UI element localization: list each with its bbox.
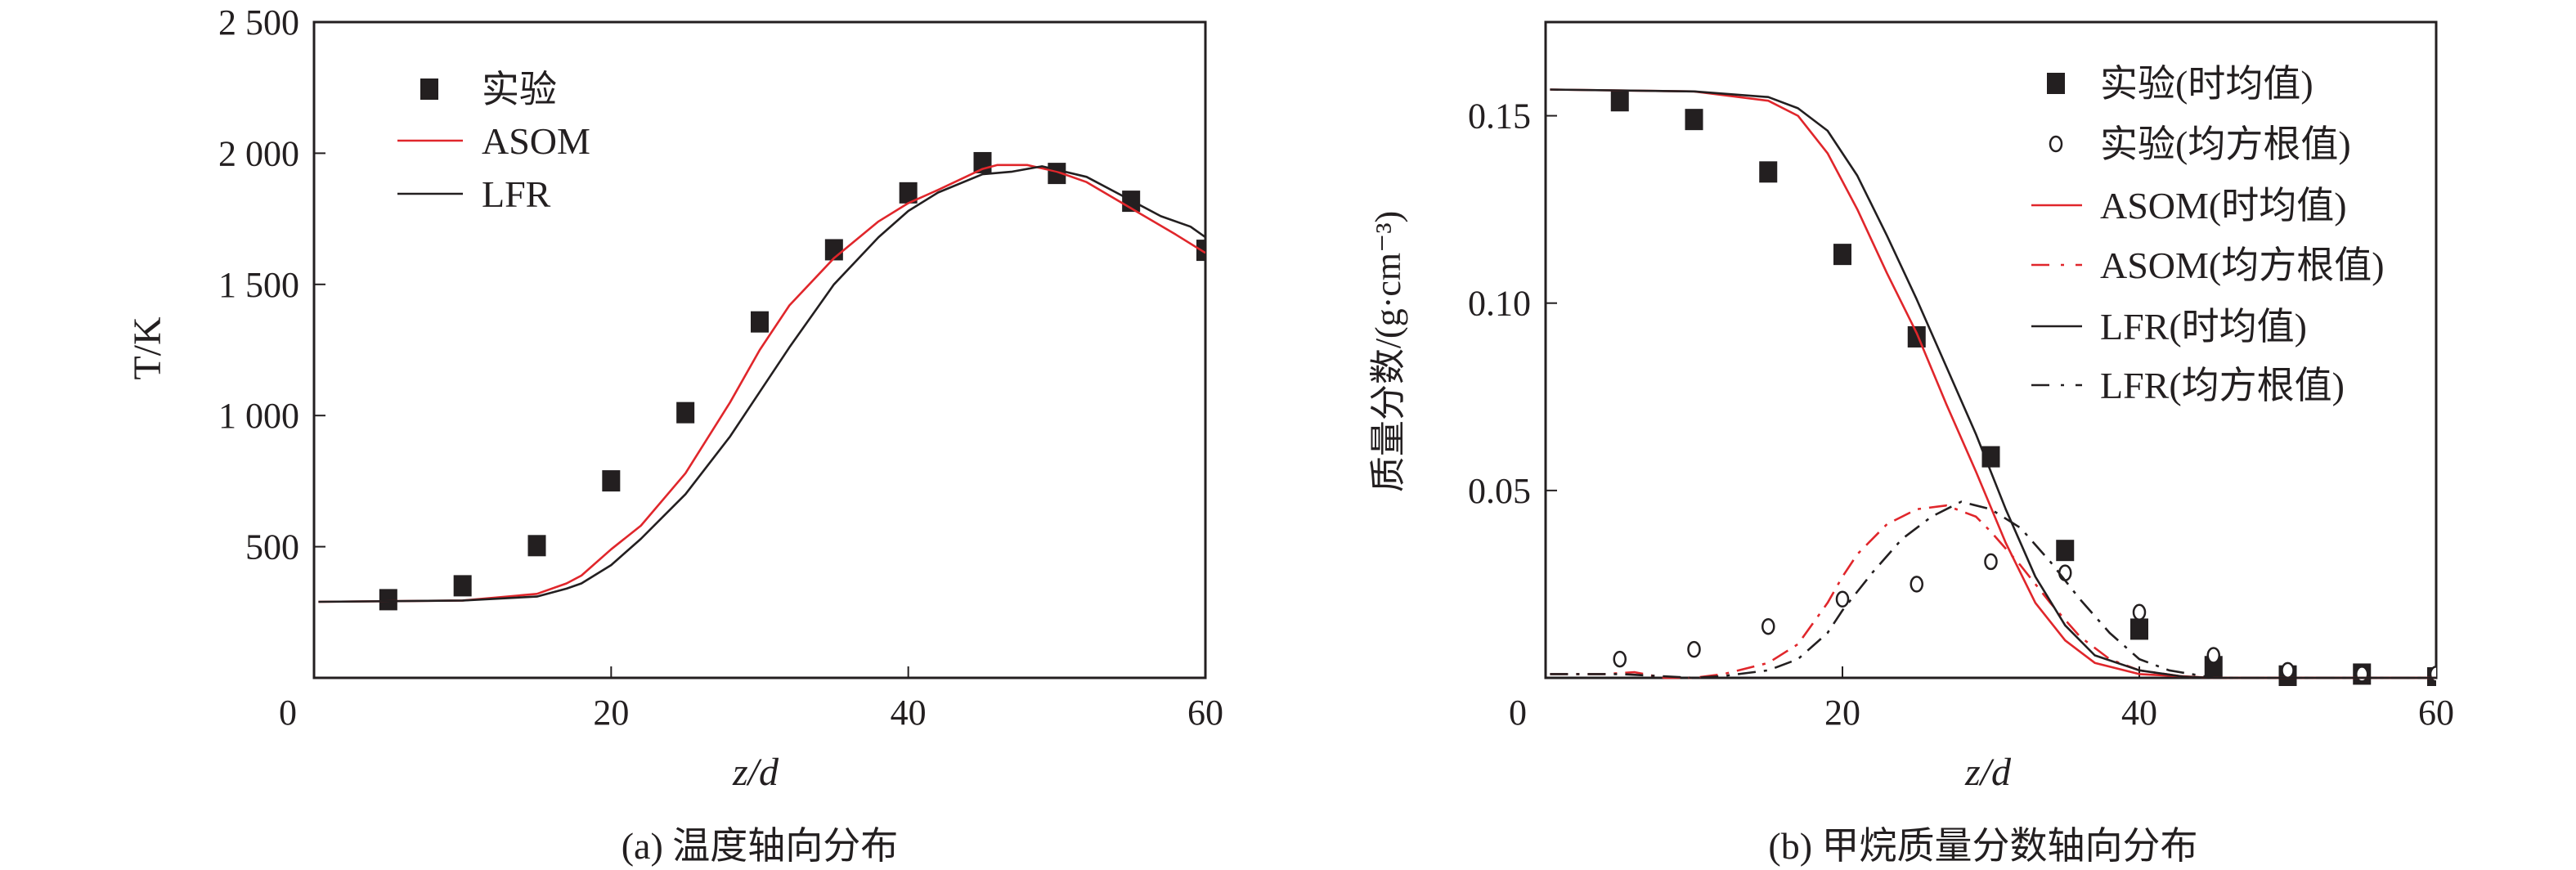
plot-frame bbox=[312, 20, 1207, 679]
data-point bbox=[2355, 666, 2369, 683]
legend-item: ASOM bbox=[397, 120, 590, 162]
legend-item: LFR(均方根值) bbox=[2031, 365, 2345, 406]
series-2 bbox=[1550, 88, 2436, 679]
data-point bbox=[1910, 576, 1923, 593]
series-4 bbox=[1550, 88, 2436, 679]
data-point bbox=[2130, 618, 2148, 640]
legend-marker bbox=[2049, 135, 2063, 153]
legend-label: 实验(均方根值) bbox=[2100, 123, 2351, 165]
y-tick-label: 1 500 bbox=[218, 265, 299, 305]
data-point bbox=[751, 311, 769, 333]
legend-label: LFR(均方根值) bbox=[2100, 365, 2345, 406]
x-tick-label: 60 bbox=[2418, 693, 2454, 733]
y-axis-label: T/K bbox=[126, 316, 169, 380]
chart-caption: (b) 甲烷质量分数轴向分布 bbox=[1768, 825, 2197, 867]
series-line bbox=[1550, 504, 2436, 679]
data-point bbox=[602, 470, 621, 492]
data-point bbox=[1613, 650, 1627, 668]
series-line bbox=[318, 164, 1205, 603]
legend-item: LFR bbox=[397, 173, 551, 215]
y-tick-label: 0.15 bbox=[1468, 96, 1531, 137]
y-axis-label: 质量分数/(g·cm⁻³) bbox=[1368, 211, 1408, 492]
x-tick-label: 0 bbox=[1509, 693, 1527, 733]
x-tick-label: 0 bbox=[279, 693, 297, 733]
data-point bbox=[1907, 325, 1926, 348]
y-tick-label: 500 bbox=[245, 527, 299, 567]
data-point bbox=[1835, 590, 1850, 608]
plot-area bbox=[1550, 88, 2436, 686]
series-1 bbox=[318, 164, 1205, 603]
data-point bbox=[1610, 90, 1629, 112]
legend-label: 实验 bbox=[482, 69, 557, 110]
data-point bbox=[973, 151, 992, 173]
data-point bbox=[1759, 161, 1778, 183]
plot-frame bbox=[1544, 20, 2438, 679]
y-tick-label: 0.10 bbox=[1468, 284, 1531, 324]
legend-marker bbox=[2047, 73, 2065, 94]
temperature-chart: (a) 温度轴向分布 z/d T/K 500 1 000 1 500 2 000 2 5… bbox=[126, 2, 1223, 867]
series-2 bbox=[318, 165, 1205, 603]
series-line bbox=[1550, 88, 2436, 679]
legend-item: ASOM(时均值) bbox=[2031, 185, 2347, 226]
x-axis-label: z/d bbox=[1964, 751, 2012, 794]
data-point bbox=[2281, 661, 2295, 679]
x-tick-label: 20 bbox=[1824, 693, 1860, 733]
legend-label: ASOM(时均值) bbox=[2100, 185, 2347, 226]
data-point bbox=[1833, 244, 1851, 266]
x-axis-label: z/d bbox=[732, 751, 779, 794]
legend-label: LFR bbox=[482, 173, 551, 215]
series-0 bbox=[379, 151, 1205, 611]
data-point bbox=[2056, 540, 2075, 562]
data-point bbox=[2429, 666, 2436, 683]
series-line bbox=[1550, 88, 2436, 679]
legend-item: 实验 bbox=[420, 69, 557, 110]
legend-item: LFR(时均值) bbox=[2031, 306, 2307, 348]
series-line bbox=[318, 165, 1205, 603]
data-point bbox=[899, 182, 918, 204]
series-3 bbox=[1550, 504, 2436, 679]
legend-marker bbox=[420, 78, 438, 100]
methane-mass-fraction-chart: (b) 甲烷质量分数轴向分布 z/d 质量分数/(g·cm⁻³) 0.05 0.1… bbox=[1368, 20, 2454, 867]
legend-label: 实验(时均值) bbox=[2100, 63, 2313, 105]
x-tick-label: 40 bbox=[891, 693, 927, 733]
data-point bbox=[1685, 109, 1703, 131]
series-line bbox=[1550, 500, 2436, 679]
y-tick-label: 2 000 bbox=[218, 133, 299, 173]
y-tick-label: 1 000 bbox=[218, 396, 299, 436]
plot-area bbox=[318, 151, 1205, 611]
data-point bbox=[2132, 603, 2147, 621]
data-point bbox=[2206, 647, 2220, 664]
data-point bbox=[453, 575, 472, 597]
legend-item: 实验(均方根值) bbox=[2049, 123, 2351, 165]
data-point bbox=[379, 589, 397, 611]
series-5 bbox=[1550, 500, 2436, 679]
legend-label: ASOM(均方根值) bbox=[2100, 244, 2385, 286]
data-point bbox=[676, 401, 695, 424]
legend-item: 实验(时均值) bbox=[2047, 63, 2313, 105]
y-tick-label: 0.05 bbox=[1468, 471, 1531, 511]
chart-caption: (a) 温度轴向分布 bbox=[622, 825, 899, 867]
data-point bbox=[2058, 564, 2072, 581]
x-tick-label: 40 bbox=[2121, 693, 2157, 733]
data-point bbox=[1761, 617, 1775, 635]
legend-label: ASOM bbox=[482, 120, 590, 162]
series-1 bbox=[1613, 553, 2436, 683]
data-point bbox=[1196, 240, 1205, 262]
y-tick-label: 2 500 bbox=[218, 2, 299, 43]
data-point bbox=[1687, 640, 1701, 658]
data-point bbox=[527, 535, 546, 557]
data-point bbox=[1984, 553, 1998, 571]
legend-item: ASOM(均方根值) bbox=[2031, 244, 2385, 286]
x-tick-label: 60 bbox=[1187, 693, 1223, 733]
x-tick-label: 20 bbox=[593, 693, 629, 733]
legend-label: LFR(时均值) bbox=[2100, 306, 2307, 348]
